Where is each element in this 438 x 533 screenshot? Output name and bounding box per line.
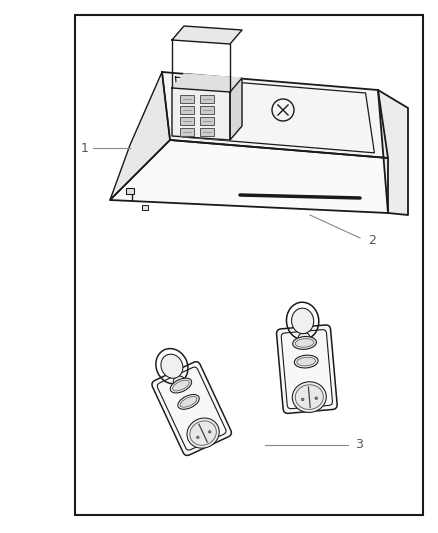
Bar xyxy=(180,106,194,114)
Ellipse shape xyxy=(208,431,211,433)
Ellipse shape xyxy=(295,338,314,347)
Polygon shape xyxy=(110,140,388,213)
Ellipse shape xyxy=(298,333,310,343)
Polygon shape xyxy=(162,72,388,158)
Ellipse shape xyxy=(180,397,197,407)
Ellipse shape xyxy=(315,397,318,400)
Bar xyxy=(200,95,214,103)
Bar xyxy=(180,95,194,103)
Ellipse shape xyxy=(295,385,323,409)
Bar xyxy=(180,117,194,125)
Bar xyxy=(142,205,148,210)
Ellipse shape xyxy=(190,421,216,445)
Polygon shape xyxy=(378,90,408,215)
Ellipse shape xyxy=(297,357,315,366)
Text: 1: 1 xyxy=(81,141,89,155)
Ellipse shape xyxy=(197,436,199,439)
Ellipse shape xyxy=(293,336,316,349)
Ellipse shape xyxy=(292,382,326,413)
Bar xyxy=(180,128,194,136)
Polygon shape xyxy=(172,26,242,44)
FancyBboxPatch shape xyxy=(276,325,337,414)
Ellipse shape xyxy=(170,378,192,393)
Polygon shape xyxy=(110,72,170,200)
Ellipse shape xyxy=(173,376,184,386)
Circle shape xyxy=(272,99,294,121)
Bar xyxy=(200,106,214,114)
Polygon shape xyxy=(230,78,242,140)
Ellipse shape xyxy=(173,380,189,391)
Bar xyxy=(200,117,214,125)
Ellipse shape xyxy=(292,308,314,334)
Bar xyxy=(200,128,214,136)
Polygon shape xyxy=(172,88,230,140)
Text: 3: 3 xyxy=(355,439,363,451)
Ellipse shape xyxy=(301,398,304,401)
Text: 2: 2 xyxy=(368,233,376,246)
Ellipse shape xyxy=(294,355,318,368)
Ellipse shape xyxy=(161,354,183,378)
FancyBboxPatch shape xyxy=(152,362,231,456)
Bar xyxy=(75,15,423,515)
Ellipse shape xyxy=(178,394,199,409)
Ellipse shape xyxy=(187,418,219,448)
Bar xyxy=(126,188,134,194)
Polygon shape xyxy=(172,74,242,92)
